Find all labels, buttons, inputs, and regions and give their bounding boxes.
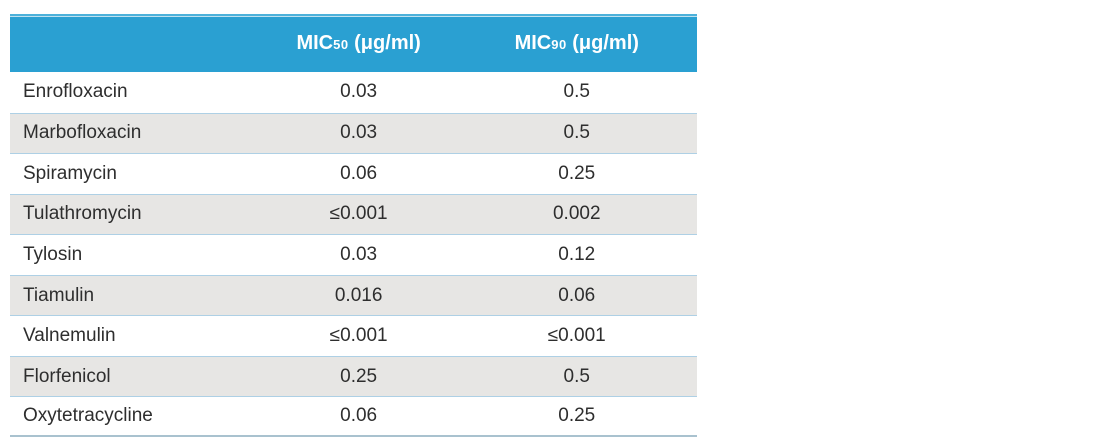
mic50-unit: (μg/ml) <box>348 31 421 54</box>
header-cell-mic50: MIC50 (μg/ml) <box>261 32 457 55</box>
table-row: Valnemulin ≤0.001 ≤0.001 <box>10 315 697 356</box>
mic50-value-cell: 0.25 <box>340 365 378 387</box>
table-body: Enrofloxacin 0.03 0.5 Marbofloxacin 0.03… <box>10 72 697 437</box>
mic90-value-cell: 0.5 <box>563 365 590 387</box>
drug-name-cell: Oxytetracycline <box>23 405 153 427</box>
drug-name-cell: Enrofloxacin <box>23 81 128 103</box>
table-row: Florfenicol 0.25 0.5 <box>10 355 697 397</box>
mic50-value-cell: 0.03 <box>340 243 378 265</box>
mic90-value-cell: 0.25 <box>558 405 596 427</box>
mic90-value-cell: 0.25 <box>558 162 596 184</box>
mic50-value-cell: 0.03 <box>340 81 378 103</box>
mic90-value-cell: 0.12 <box>558 243 596 265</box>
mic90-value-cell: 0.06 <box>558 284 596 306</box>
table-header-row: MIC50 (μg/ml) MIC90 (μg/ml) <box>10 14 697 72</box>
mic90-unit: (μg/ml) <box>566 31 639 54</box>
drug-name-cell: Marbofloxacin <box>23 122 142 144</box>
mic90-value-cell: 0.5 <box>563 122 590 144</box>
drug-name-cell: Valnemulin <box>23 325 116 347</box>
drug-name-cell: Florfenicol <box>23 365 111 387</box>
header-cell-mic90: MIC90 (μg/ml) <box>457 32 697 55</box>
drug-name-cell: Spiramycin <box>23 162 117 184</box>
drug-name-cell: Tylosin <box>23 243 83 265</box>
drug-name-cell: Tiamulin <box>23 284 95 306</box>
table-row: Oxytetracycline 0.06 0.25 <box>10 396 697 437</box>
mic50-value-cell: 0.06 <box>340 162 378 184</box>
table-row: Tiamulin 0.016 0.06 <box>10 274 697 316</box>
table-row: Marbofloxacin 0.03 0.5 <box>10 112 697 154</box>
mic90-subscript: 90 <box>551 36 567 52</box>
table-row: Tulathromycin ≤0.001 0.002 <box>10 193 697 235</box>
mic50-value-cell: ≤0.001 <box>329 203 388 225</box>
mic90-value-cell: ≤0.001 <box>547 325 606 347</box>
mic90-value-cell: 0.5 <box>563 81 590 103</box>
drug-name-cell: Tulathromycin <box>23 203 142 225</box>
table-row: Spiramycin 0.06 0.25 <box>10 153 697 194</box>
mic50-value-cell: 0.03 <box>340 122 378 144</box>
mic50-value-cell: 0.016 <box>334 284 383 306</box>
mic90-label: MIC <box>514 31 552 54</box>
mic50-label: MIC <box>296 31 334 54</box>
mic50-value-cell: 0.06 <box>340 405 378 427</box>
table-row: Enrofloxacin 0.03 0.5 <box>10 72 697 113</box>
mic-table: MIC50 (μg/ml) MIC90 (μg/ml) Enrofloxacin… <box>10 14 697 437</box>
mic50-value-cell: ≤0.001 <box>329 325 388 347</box>
table-row: Tylosin 0.03 0.12 <box>10 234 697 275</box>
mic50-subscript: 50 <box>333 36 349 52</box>
mic90-value-cell: 0.002 <box>552 203 601 225</box>
